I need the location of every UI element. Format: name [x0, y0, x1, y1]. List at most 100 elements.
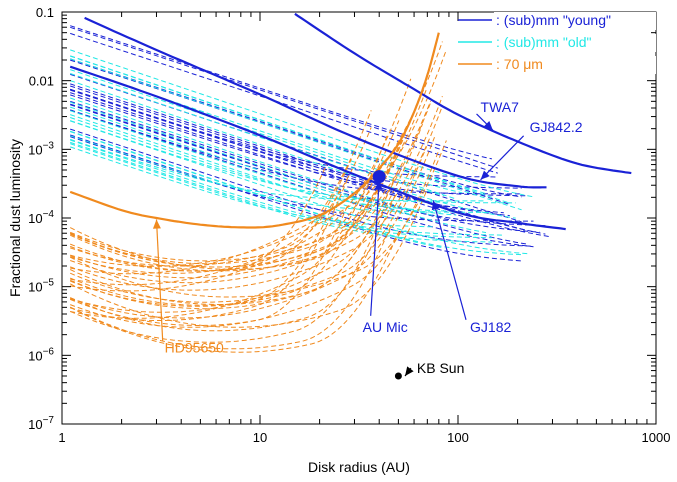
legend-entry: : (sub)mm "old": [496, 34, 592, 50]
dashed-line-far_ir: [69, 140, 447, 298]
annotation-arrow-line: [480, 135, 525, 181]
annotation-arrowhead: [152, 219, 161, 229]
dashed-line-far_ir: [70, 146, 428, 303]
annotation-arrow-line: [155, 219, 164, 341]
dashed-line-old: [70, 143, 492, 243]
dashed-line-old: [70, 139, 504, 236]
y-tick-mantissa: 10: [28, 211, 42, 226]
x-tick-label: 1: [58, 430, 65, 445]
dashed-line-old: [70, 49, 534, 198]
dashed-line-far_ir: [70, 195, 396, 332]
dashed-line-old: [70, 69, 457, 200]
dashed-line-young: [70, 89, 522, 189]
dashed-line-old: [70, 110, 415, 216]
dashed-line-far_ir: [69, 141, 400, 272]
annotation-arrowhead: [374, 180, 383, 190]
dashed-line-far_ir: [70, 151, 439, 328]
dashed-line-far_ir: [70, 123, 424, 313]
annotation-arrowhead: [405, 366, 414, 377]
y-tick-label: 10−4: [28, 209, 54, 226]
y-axis-label: Fractional dust luminosity: [7, 139, 23, 297]
dashed-line-far_ir: [70, 212, 384, 343]
dashed-line-young: [70, 26, 499, 169]
dashed-line-old: [70, 131, 445, 249]
dashed-line-far_ir: [70, 101, 432, 262]
x-tick-label: 1000: [642, 430, 671, 445]
series-line-au-mic: [69, 65, 566, 231]
y-tick-label: 0.01: [29, 74, 54, 89]
dashed-line-far_ir: [69, 126, 408, 268]
y-tick-label: 10−6: [28, 346, 54, 363]
dashed-line-young: [70, 88, 552, 238]
legend-bg: [494, 12, 656, 30]
annotations-layer: TWA7 GJ842.2 AU Mic GJ182 HD95650 KB Sun: [152, 99, 583, 377]
annotation-gj842-2: GJ842.2: [530, 119, 583, 135]
annotation-kb-sun: KB Sun: [417, 360, 464, 376]
dashed-line-far_ir: [70, 119, 412, 279]
x-tick-label: 100: [447, 430, 469, 445]
dashed-line-far_ir: [70, 88, 428, 274]
annotation-arrow-line: [370, 180, 380, 316]
legend-bg: [494, 34, 656, 52]
y-tick-mantissa: 10: [28, 142, 42, 157]
dashed-line-young: [70, 59, 510, 205]
legend-entry: : 70 μm: [496, 56, 543, 72]
y-tick-mantissa: 10: [28, 280, 42, 295]
dashed-line-young: [70, 134, 522, 262]
annotation-arrowhead: [483, 121, 493, 131]
y-tick-mantissa: 10: [28, 348, 42, 363]
y-tick-exponent: −5: [43, 278, 55, 289]
dashed-line-far_ir: [70, 78, 412, 292]
annotation-twa7: TWA7: [481, 99, 520, 115]
dashed-lines-layer: [69, 25, 552, 353]
y-tick-exponent: −3: [43, 140, 55, 151]
dashed-line-far_ir: [69, 177, 396, 305]
dashed-line-old: [70, 135, 492, 213]
series-line-hd95650: [69, 32, 440, 229]
dashed-line-old: [70, 120, 516, 204]
dashed-line-young: [70, 32, 499, 174]
dashed-line-young: [70, 109, 522, 195]
y-tick-mantissa: 10: [28, 417, 42, 432]
dashed-line-far_ir: [70, 175, 376, 306]
annotation-arrowhead: [431, 200, 440, 211]
dashed-line-old: [70, 141, 492, 239]
x-tick-label: 10: [253, 430, 267, 445]
annotation-arrowhead: [480, 170, 490, 180]
dashed-line-old: [70, 120, 528, 255]
dashed-line-old: [70, 101, 487, 234]
point-au-mic: [372, 170, 386, 184]
dashed-line-young: [70, 128, 534, 247]
y-tick-exponent: −7: [43, 415, 55, 426]
legend: : (sub)mm "young": (sub)mm "old": 70 μm: [458, 12, 656, 74]
annotation-gj182: GJ182: [470, 319, 511, 335]
dashed-line-young: [70, 100, 540, 233]
annotation-arrow-line: [432, 200, 467, 320]
series-lines-layer: [69, 12, 632, 231]
dashed-line-young: [70, 94, 528, 197]
series-line-twa7: [294, 12, 632, 175]
dashed-line-old: [70, 138, 486, 202]
dashed-line-young: [70, 109, 534, 248]
y-tick-exponent: −4: [43, 209, 55, 220]
dashed-line-young: [70, 73, 522, 223]
y-tick-label: 10−5: [28, 278, 54, 295]
dashed-line-old: [70, 114, 415, 224]
dashed-line-far_ir: [70, 190, 340, 307]
dashed-line-far_ir: [69, 190, 428, 328]
dashed-line-old: [70, 106, 457, 216]
dashed-line-old: [70, 80, 516, 219]
y-tick-label: 0.1: [36, 5, 54, 20]
dashed-line-old: [70, 55, 510, 204]
dashed-line-far_ir: [70, 205, 348, 326]
dashed-line-far_ir: [69, 225, 392, 350]
dashed-line-far_ir: [70, 120, 400, 265]
dashed-line-far_ir: [70, 110, 372, 286]
annotation-au-mic: AU Mic: [363, 319, 408, 335]
dashed-line-young: [70, 83, 528, 232]
dashed-line-young: [70, 136, 534, 222]
x-axis-label: Disk radius (AU): [308, 459, 410, 475]
dashed-line-young: [70, 25, 493, 160]
dashed-line-far_ir: [70, 41, 443, 275]
